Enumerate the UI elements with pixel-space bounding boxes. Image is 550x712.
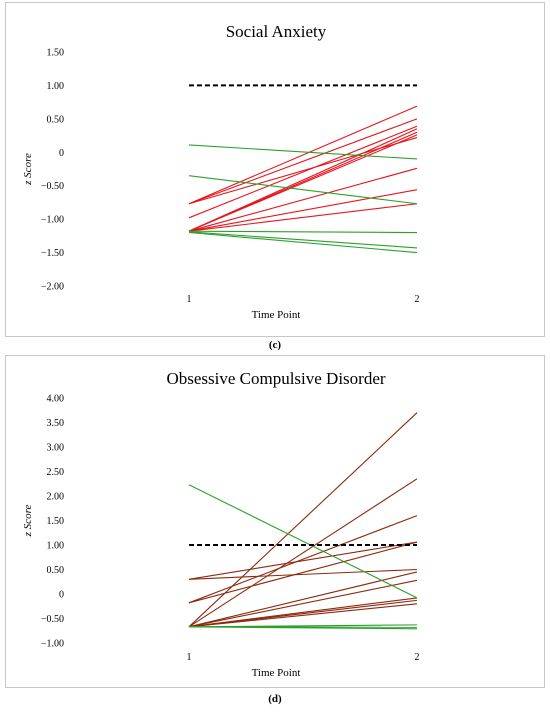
panel-label-d: (d) — [268, 693, 282, 705]
chart-title: Obsessive Compulsive Disorder — [166, 369, 385, 388]
y-tick-label: 1.50 — [47, 48, 65, 59]
series-line — [188, 105, 418, 205]
series-line — [188, 571, 418, 628]
y-tick-label: 0.50 — [47, 114, 65, 125]
y-tick-label: −1.00 — [41, 215, 64, 226]
series-line — [188, 599, 418, 628]
y-tick-label: 1.00 — [47, 81, 65, 92]
y-axis-label: z Score — [22, 505, 34, 538]
chart-title: Social Anxiety — [226, 22, 327, 41]
series-line — [188, 541, 418, 604]
x-axis-label: Time Point — [252, 309, 301, 321]
y-tick-label: 3.00 — [47, 443, 65, 454]
y-tick-label: 0.50 — [47, 565, 65, 576]
series-line — [188, 231, 418, 249]
series-line — [188, 167, 418, 232]
y-tick-label: 3.50 — [47, 418, 65, 429]
series-line — [188, 478, 418, 628]
social-anxiety-chart: Social Anxiety 1.50 1.00 0.50 0 −0.50 −1.00 −1.… — [22, 22, 420, 321]
series-line — [188, 175, 418, 205]
ocd-chart: Obsessive Compulsive Disorder 4.00 3.50 3.0… — [22, 369, 420, 679]
y-tick-label: −0.50 — [41, 614, 64, 625]
series-line — [188, 603, 418, 628]
series-line — [188, 231, 418, 254]
y-axis-label: z Score — [22, 153, 34, 186]
series-line — [188, 579, 418, 628]
y-tick-label: 0 — [59, 148, 64, 159]
chart-panel-c: Social Anxiety 1.50 1.00 0.50 0 −0.50 −1.00 −1.… — [5, 2, 545, 337]
series-line — [188, 515, 418, 604]
series-line — [188, 568, 418, 580]
x-tick-label: 2 — [415, 652, 420, 663]
y-tick-label: 2.50 — [47, 467, 65, 478]
series-line — [188, 541, 418, 580]
y-tick-label: −0.50 — [41, 181, 64, 192]
series-line — [188, 118, 418, 205]
series-line — [188, 189, 418, 232]
series-line — [188, 144, 418, 160]
chart-panel-d: Obsessive Compulsive Disorder 4.00 3.50 3.0… — [5, 355, 545, 688]
y-tick-label: 0 — [59, 590, 64, 601]
series-line — [188, 484, 418, 599]
series-line — [188, 230, 418, 234]
panel-label-c: (c) — [268, 339, 282, 351]
y-tick-label: 1.50 — [47, 516, 65, 527]
y-tick-label: 1.00 — [47, 541, 65, 552]
x-axis-label: Time Point — [252, 667, 301, 679]
series-line — [188, 203, 418, 232]
y-tick-label: −2.00 — [41, 282, 64, 293]
y-tick-label: −1.00 — [41, 639, 64, 650]
y-tick-label: 2.00 — [47, 492, 65, 503]
series-line — [188, 626, 418, 630]
x-tick-label: 2 — [415, 294, 420, 305]
x-tick-label: 1 — [187, 652, 192, 663]
series-line — [188, 125, 418, 219]
y-tick-label: −1.50 — [41, 248, 64, 259]
y-tick-label: 4.00 — [47, 394, 65, 405]
series-line — [188, 412, 418, 628]
series-line — [188, 131, 418, 232]
x-tick-label: 1 — [187, 294, 192, 305]
